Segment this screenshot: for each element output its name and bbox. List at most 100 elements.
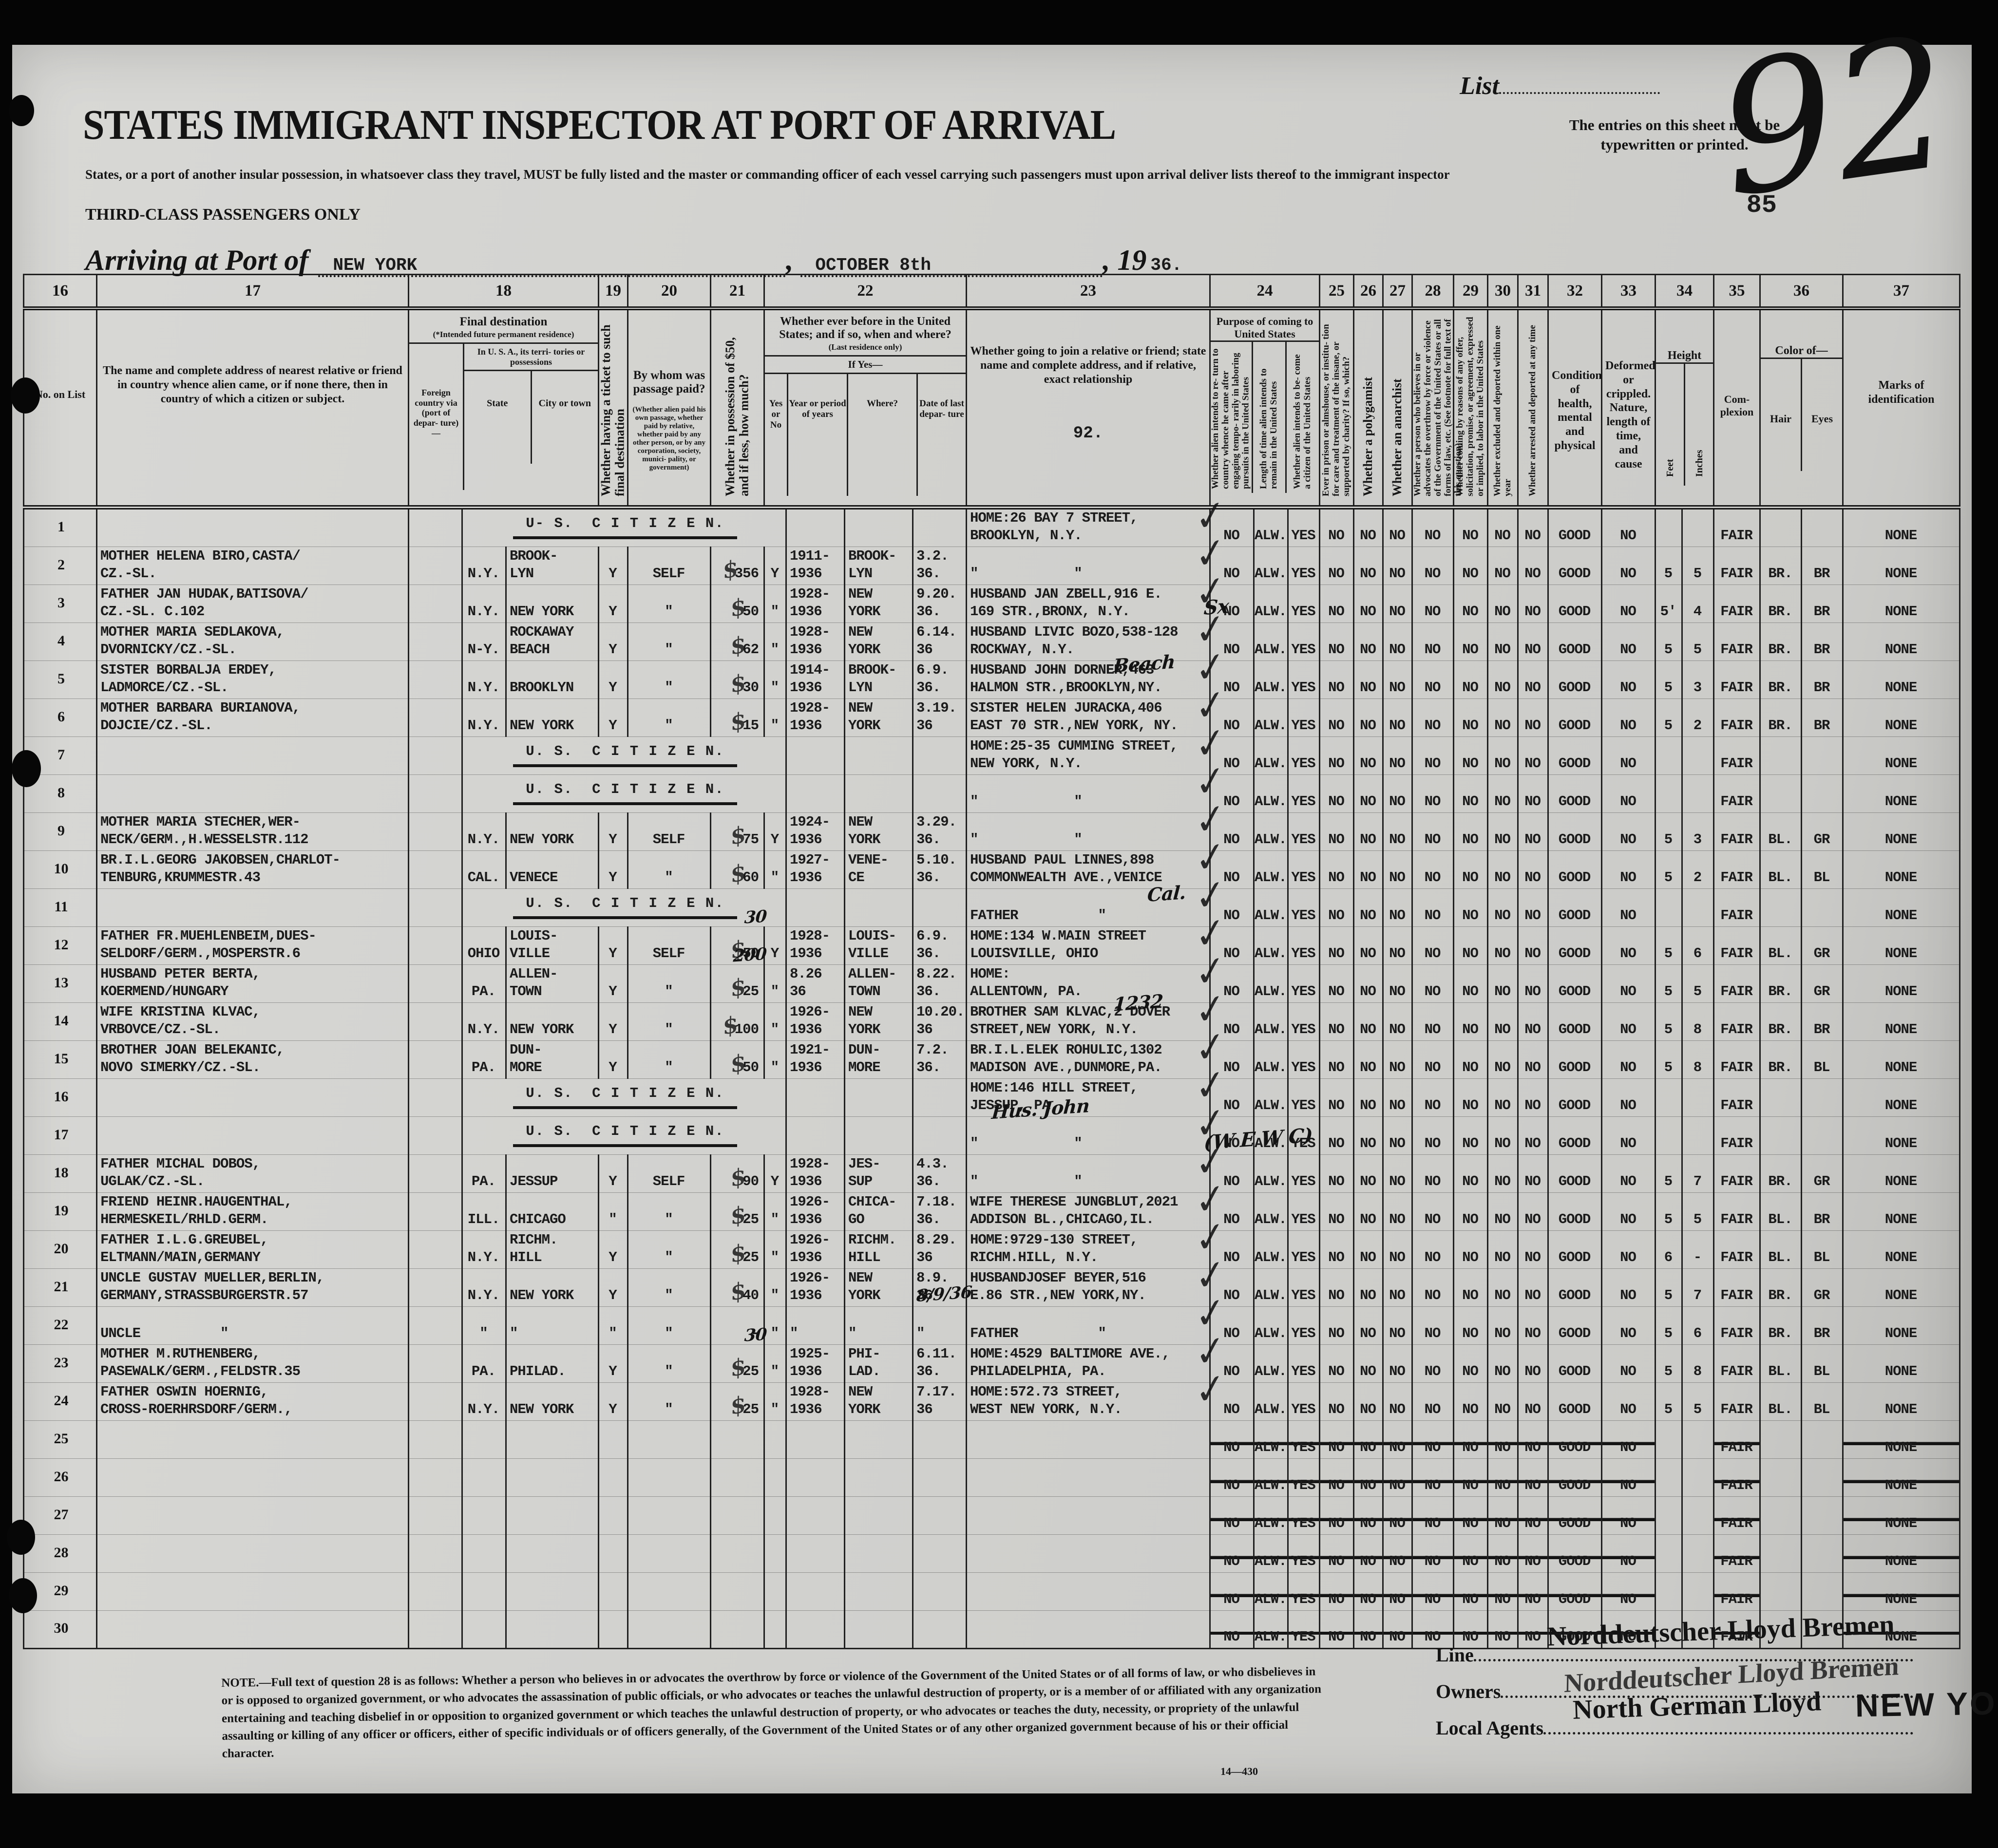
header-joining: Whether going to join a relative or frie…	[966, 308, 1211, 509]
arrested-deported-cell: NO	[1517, 1534, 1549, 1573]
health-cell: GOOD	[1547, 1192, 1602, 1231]
passage-paid-cell: "	[627, 622, 711, 661]
anarchist-cell: NO	[1382, 1534, 1413, 1573]
foreign-country-cell	[408, 774, 463, 813]
table-row: 3 FATHER JAN HUDAK,BATISOVA/CZ.-SL. C.102…	[23, 566, 1960, 623]
colnum-23: 23	[966, 274, 1211, 310]
foreign-country-cell	[408, 622, 463, 661]
arrested-deported-cell: NO	[1517, 926, 1549, 965]
table-row: 18 FATHER MICHAL DOBOS, UGLAK/CZ.-SL. PA. JE…	[23, 1124, 1960, 1193]
years-cell: 1911- 1936	[785, 547, 845, 585]
table-header: 16 17 18 19 20 21 22 23 24 25 26 27 28 2…	[23, 274, 1960, 509]
hair-cell: BR.	[1759, 547, 1802, 585]
overthrow-cell: NO	[1411, 507, 1454, 547]
city-cell: NEW YORK	[505, 1382, 599, 1421]
relative-name-cell: FATHER MICHAL DOBOS, UGLAK/CZ.-SL.	[96, 1154, 409, 1193]
polygamist-cell: NO	[1353, 660, 1384, 699]
polygamist-cell: NO	[1353, 736, 1384, 775]
before-yesno-cell: "	[763, 660, 787, 699]
date-field: OCTOBER 8th	[800, 255, 1103, 277]
row-number: 3	[23, 585, 97, 623]
polygamist-cell: NO	[1353, 507, 1384, 547]
citizenship-intent-cell: YES	[1287, 1534, 1320, 1573]
state-cell: N.Y.	[461, 1230, 507, 1269]
height-inches-cell: 8	[1681, 1040, 1714, 1079]
length-of-stay-cell: ALW.	[1253, 1116, 1289, 1155]
marks-cell: NONE	[1842, 1154, 1960, 1193]
marks-cell: NONE	[1842, 812, 1960, 851]
city-cell: NEW YORK	[505, 812, 599, 851]
complexion-cell: FAIR	[1713, 850, 1761, 889]
where-cell: LOUIS- VILLE	[844, 926, 913, 965]
relative-name-cell: UNCLE "	[96, 1306, 409, 1345]
prison-cell: NO	[1319, 812, 1354, 851]
handwritten-note: Cal.	[1146, 881, 1187, 906]
ticket-cell: "	[598, 1306, 628, 1345]
anarchist-cell: NO	[1382, 888, 1413, 927]
row-number: 20	[23, 1230, 97, 1269]
height-inches-cell: 6	[1681, 1306, 1714, 1345]
polygamist-cell: NO	[1353, 622, 1384, 661]
relative-name-cell: FATHER I.L.G.GREUBEL, ELTMANN/MAIN,GERMAN…	[96, 1230, 409, 1269]
eyes-cell: BL	[1801, 1040, 1844, 1079]
labor-contract-cell: NO	[1453, 1382, 1488, 1421]
height-feet-cell: 5	[1655, 964, 1683, 1003]
money-cell	[710, 1458, 765, 1497]
polygamist-cell: NO	[1353, 812, 1384, 851]
complexion-cell: FAIR	[1713, 736, 1761, 775]
health-cell: GOOD	[1547, 698, 1602, 737]
prison-cell: NO	[1319, 850, 1354, 889]
height-feet-cell: 5	[1655, 926, 1683, 965]
complexion-cell: FAIR	[1713, 1534, 1761, 1573]
prison-cell: NO	[1319, 1154, 1354, 1193]
foreign-country-cell	[408, 1116, 463, 1155]
hair-cell	[1759, 1534, 1802, 1573]
arrested-deported-cell: NO	[1517, 888, 1549, 927]
row-number: 25	[23, 1420, 97, 1459]
anarchist-cell: NO	[1382, 1230, 1413, 1269]
eyes-cell: GR	[1801, 964, 1844, 1003]
excluded-deported-cell: NO	[1487, 1192, 1519, 1231]
foreign-country-cell	[408, 1458, 463, 1497]
height-inches-cell	[1681, 1572, 1714, 1611]
height-inches-cell	[1681, 774, 1714, 813]
before-yesno-cell: Y	[763, 1154, 787, 1193]
where-cell: RICHM. HILL	[844, 1230, 913, 1269]
row-number: 17	[23, 1116, 97, 1155]
excluded-deported-cell: NO	[1487, 888, 1519, 927]
anarchist-cell: NO	[1382, 1268, 1413, 1307]
labor-contract-cell: NO	[1453, 1420, 1488, 1459]
length-of-stay-cell: ALW.	[1253, 698, 1289, 737]
city-cell: NEW YORK	[505, 585, 599, 623]
relative-name-cell: MOTHER HELENA BIRO,CASTA/CZ.-SL.	[96, 547, 409, 585]
departure-date-cell	[912, 1534, 967, 1573]
where-cell: CHICA- GO	[844, 1192, 913, 1231]
where-cell: DUN- MORE	[844, 1040, 913, 1079]
header-ticket: Whether having a ticket to such final de…	[598, 308, 628, 509]
header-arrested: Whether arrested and deported at any tim…	[1517, 308, 1549, 509]
before-yesno-cell: Y	[763, 812, 787, 851]
marks-cell: NONE	[1842, 1268, 1960, 1307]
citizenship-intent-cell: YES	[1287, 1268, 1320, 1307]
polygamist-cell: NO	[1353, 1382, 1384, 1421]
city-cell: LOUIS- VILLE	[505, 926, 599, 965]
height-inches-cell: 4	[1681, 585, 1714, 623]
labor-contract-cell: NO	[1453, 698, 1488, 737]
height-feet-cell: 5	[1655, 660, 1683, 699]
date-value: OCTOBER 8th	[815, 255, 932, 275]
arrested-deported-cell: NO	[1517, 1040, 1549, 1079]
return-intent-cell: NO	[1209, 888, 1255, 927]
prison-cell: NO	[1319, 1534, 1354, 1573]
owners-label: Owners	[1436, 1680, 1501, 1702]
labor-contract-cell: NO	[1453, 1116, 1488, 1155]
excluded-deported-cell: NO	[1487, 1230, 1519, 1269]
height-feet-cell	[1655, 1420, 1683, 1459]
colnum-19: 19	[598, 274, 628, 310]
anarchist-cell: NO	[1382, 850, 1413, 889]
prison-cell: NO	[1319, 1040, 1354, 1079]
polygamist-cell: NO	[1353, 926, 1384, 965]
sheet-header: STATES IMMIGRANT INSPECTOR AT PORT OF AR…	[12, 0, 1972, 277]
table-row: 8 U. S. C I T I Z E N. " " ✓ NO ALW. YES NO NO NO…	[23, 756, 1960, 813]
ticket-cell: Y	[598, 547, 628, 585]
deformed-cell: NO	[1601, 1154, 1656, 1193]
